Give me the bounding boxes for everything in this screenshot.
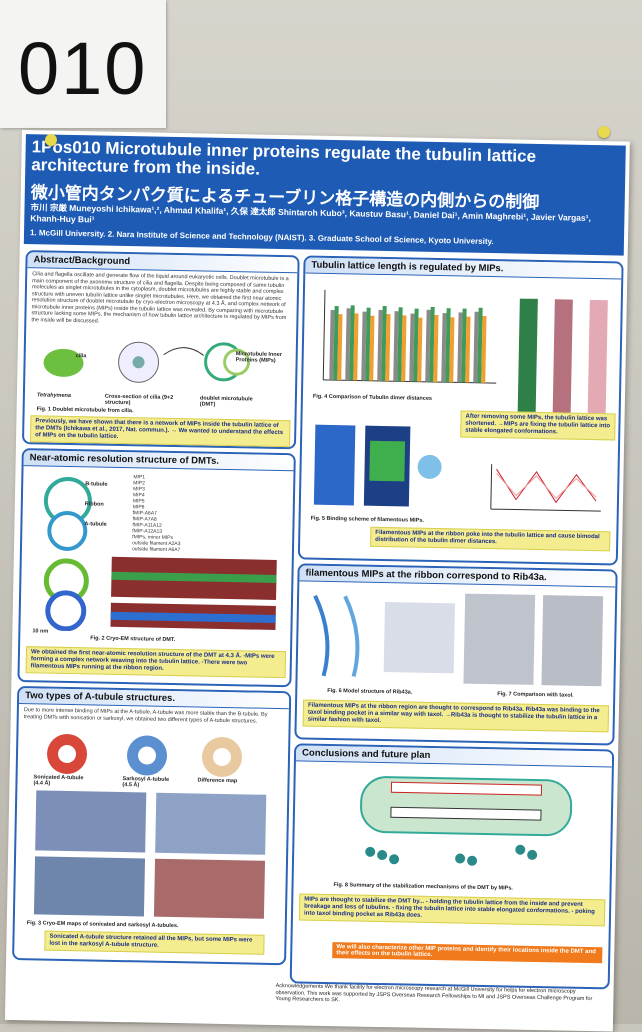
fig2-caption: Fig. 2 Cryo-EM structure of DMT. <box>90 635 176 644</box>
dimer-distance-bar-chart <box>322 289 497 384</box>
near-atomic-panel: Near-atomic resolution structure of DMTs… <box>17 448 296 688</box>
pin <box>45 134 57 146</box>
abstract-label-cross-section: Cross-section of cilia (9+2 structure) <box>104 393 174 407</box>
two-types-panel: Two types of A-tubule structures. Due to… <box>12 686 292 966</box>
fig7-caption: Fig. 7 Comparison with taxol. <box>497 691 574 699</box>
fig6-caption: Fig. 6 Model structure of Rib43a. <box>327 687 413 696</box>
fig4-caption: Fig. 4 Comparison of Tubulin dimer dista… <box>312 393 433 402</box>
lattice-note-2: Filamentous MIPs at the ribbon poke into… <box>370 526 611 552</box>
two-types-text: Due to more intense binding of MIPs at t… <box>23 707 268 725</box>
poster-number: 010 <box>18 27 148 110</box>
poster: 1Pos010 Microtubule inner proteins regul… <box>4 130 630 1032</box>
a-tubule-maps-figure <box>33 733 267 919</box>
label-difference-map: Difference map <box>197 777 238 785</box>
dmt-structure-figure <box>43 476 277 632</box>
fig3-caption: Fig. 3 Cryo-EM maps of sonicated and sar… <box>26 920 179 930</box>
rib43a-heading: filamentous MIPs at the ribbon correspon… <box>299 565 616 588</box>
near-atomic-label-a-tubule: A-tubule <box>84 521 107 528</box>
near-atomic-heading: Near-atomic resolution structure of DMTs… <box>23 450 294 472</box>
scale-bar-label: 10 nm <box>32 628 49 635</box>
label-sarkosyl: Sarkosyl A-tubule (4.5 Å) <box>122 776 170 789</box>
future-plan-note: We will also characterize other MIP prot… <box>332 942 603 964</box>
cilia-figure <box>43 341 251 383</box>
lattice-note-1: After removing some MIPs, the tubulin la… <box>460 410 616 441</box>
abstract-label-cilia: cilia <box>75 353 87 360</box>
fig1-caption: Fig. 1 Doublet microtubule from cilia. <box>36 406 134 415</box>
poster-title: 1Pos010 Microtubule inner proteins regul… <box>31 137 537 179</box>
lattice-length-heading: Tubulin lattice length is regulated by M… <box>305 257 622 280</box>
fig8-caption: Fig. 8 Summary of the stabilization mech… <box>333 882 513 892</box>
rib43a-model-figure <box>313 593 604 687</box>
stabilization-summary-figure <box>360 776 573 866</box>
abstract-text: Cilia and flagella oscillate and generat… <box>31 271 289 325</box>
two-types-note: Sonicated A-tubule structure retained al… <box>44 930 265 955</box>
abstract-label-mips: Microtubule Inner Proteins (MIPs) <box>235 351 282 364</box>
abstract-panel: Abstract/Background Cilia and flagella o… <box>21 250 300 450</box>
near-atomic-label-b-tubule: B-tubule <box>85 481 108 488</box>
dimer-distance-line-plot <box>490 464 601 512</box>
fig5-caption: Fig. 5 Binding scheme of filamentous MIP… <box>310 515 425 524</box>
conclusions-note: MIPs are thought to stabilize the DMT by… <box>298 893 606 927</box>
poster-header: 1Pos010 Microtubule inner proteins regul… <box>23 134 626 256</box>
rib43a-panel: filamentous MIPs at the ribbon correspon… <box>294 563 618 746</box>
lattice-length-panel: Tubulin lattice length is regulated by M… <box>297 255 624 566</box>
abstract-note: Previously, we have shown that there is … <box>30 415 291 448</box>
filamentous-mips-figure <box>313 424 442 507</box>
conclusions-panel: Conclusions and future plan Fig. 8 Summa… <box>289 743 615 990</box>
mip-legend: MIP1 MIP2 MIP3 MIP4 MIP5 MIP6 fMIP-A6A7 … <box>132 474 283 555</box>
poster-number-card: 010 <box>0 0 166 128</box>
lattice-models-figure <box>517 298 608 421</box>
near-atomic-note: We obtained the first near-atomic resolu… <box>25 646 287 679</box>
abstract-label-tetrahymena: Tetrahymena <box>36 392 71 399</box>
near-atomic-label-ribbon: Ribbon <box>84 501 104 508</box>
rib43a-note: Filamentous MIPs at the ribbon region ar… <box>302 699 610 733</box>
abstract-label-dmt: doublet microtubule (DMT) <box>199 395 253 408</box>
label-sonicated: Sonicated A-tubule (4.4 Å) <box>33 774 84 787</box>
conclusions-heading: Conclusions and future plan <box>295 745 613 768</box>
pin <box>598 126 610 138</box>
